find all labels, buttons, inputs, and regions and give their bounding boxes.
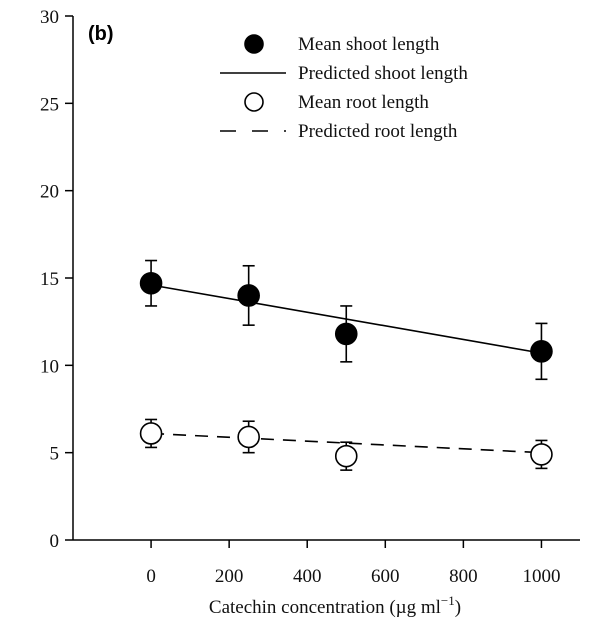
x-axis-title: Catechin concentration (µg ml−1): [209, 593, 461, 618]
y-tick-label: 15: [40, 269, 59, 290]
axes: 0 5 10 15 20 25 30 0 200 400 600 800 1000: [40, 7, 580, 587]
mean-shoot-point: [530, 340, 553, 363]
panel-label: (b): [88, 23, 114, 45]
y-tick-label: 5: [50, 444, 60, 465]
mean-root-point: [237, 425, 260, 449]
y-tick-label: 20: [40, 182, 59, 203]
legend-marker: [244, 34, 264, 54]
mean-root-point: [334, 444, 358, 468]
x-axis-title-suffix: ): [455, 597, 461, 618]
legend-label: Mean shoot length: [298, 34, 440, 55]
legend-label: Predicted shoot length: [298, 63, 468, 84]
legend-label: Predicted root length: [298, 121, 458, 142]
mean-shoot-point: [139, 271, 163, 295]
mean-root-point: [139, 422, 163, 445]
y-tick-label: 25: [40, 94, 59, 115]
mean-shoot-point: [237, 284, 260, 307]
legend-marker: [244, 92, 264, 112]
mean-shoot-point: [334, 322, 358, 346]
x-tick-label: 800: [449, 566, 478, 587]
x-tick-label: 1000: [522, 566, 560, 587]
legend-label: Mean root length: [298, 92, 429, 113]
x-axis-title-superscript: −1: [441, 593, 455, 608]
chart-marks: [139, 259, 553, 471]
y-tick-label: 10: [40, 356, 59, 377]
x-tick-label: 200: [215, 566, 244, 587]
x-tick-label: 600: [371, 566, 400, 587]
legend: Mean shoot length Predicted shoot length M…: [220, 34, 468, 142]
x-tick-label: 400: [293, 566, 322, 587]
x-tick-label: 0: [146, 566, 156, 587]
y-tick-label: 30: [40, 7, 59, 28]
mean-root-point: [530, 443, 553, 466]
x-axis-title-main: Catechin concentration (µg ml: [209, 597, 441, 618]
y-tick-label: 0: [50, 531, 60, 552]
